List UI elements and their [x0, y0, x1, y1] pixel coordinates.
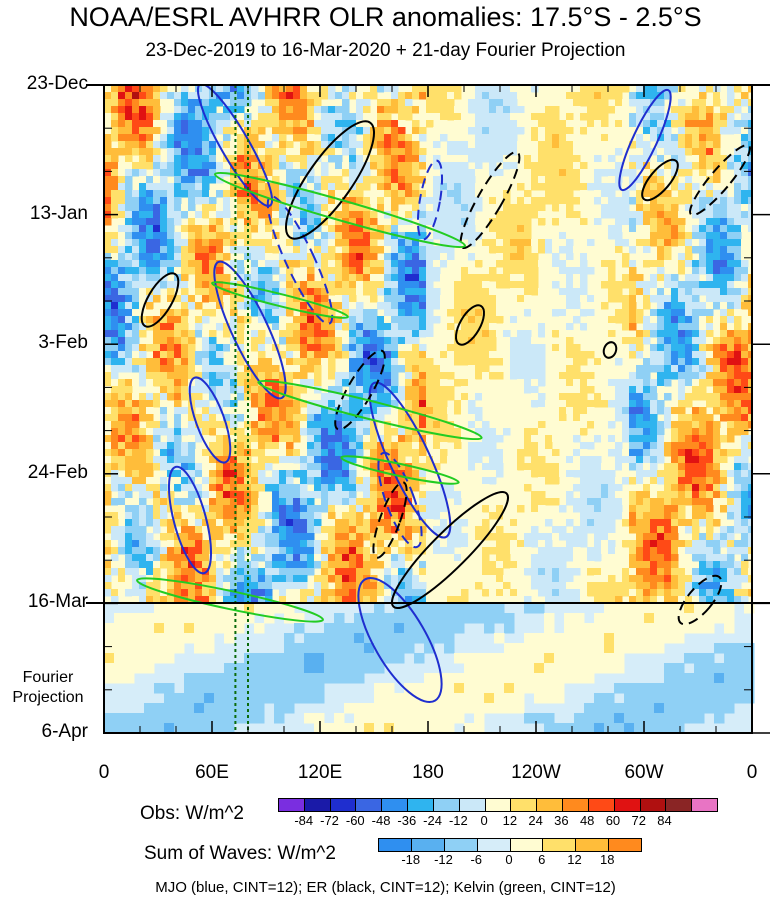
x-tick-label: 120E	[297, 762, 343, 783]
colorbar-level-label: 12	[567, 852, 582, 867]
colorbar-level-label: -48	[371, 813, 391, 828]
wave-contour	[167, 465, 213, 575]
colorbar-swatch	[576, 839, 610, 851]
wave-contour	[196, 85, 274, 208]
colorbar-swatch	[382, 799, 409, 811]
wave-contour	[416, 159, 444, 241]
wave-contour	[340, 455, 460, 485]
colorbar-level-label: -6	[470, 852, 483, 867]
fourier-projection-label: Fourier Projection	[6, 668, 90, 708]
colorbar-swatch	[477, 839, 511, 851]
colorbar-swatch	[411, 839, 445, 851]
colorbar-swatch	[692, 799, 718, 811]
colorbar-level-label: 36	[554, 813, 569, 828]
y-tick-label: 3-Feb	[38, 332, 88, 354]
y-tick-label: 24-Feb	[27, 461, 88, 483]
wave-contour	[357, 577, 443, 703]
waves-colorbar	[378, 838, 642, 852]
x-tick-label: 0	[746, 762, 758, 783]
colorbar-swatch	[563, 799, 589, 811]
colorbar-level-label: -12	[434, 852, 453, 867]
colorbar-level-label: -60	[345, 813, 365, 828]
y-tick-label: 16-Mar	[27, 591, 88, 613]
y-tick-label: 13-Jan	[29, 202, 88, 224]
colorbar-swatch	[485, 799, 512, 811]
chart-subtitle: 23-Dec-2019 to 16-Mar-2020 + 21-day Four…	[145, 40, 626, 61]
colorbar-level-label: 60	[605, 813, 621, 828]
wave-contour	[266, 195, 334, 325]
colorbar-level-label: -12	[448, 813, 468, 828]
x-tick-label: 60W	[624, 762, 664, 783]
wave-legend-footer: MJO (blue, CINT=12); ER (black, CINT=12)…	[155, 879, 616, 896]
colorbar-level-label: 12	[502, 813, 518, 828]
colorbar-swatch	[666, 799, 693, 811]
wave-contour	[372, 481, 408, 559]
colorbar-swatch	[433, 799, 460, 811]
colorbar-level-label: 0	[480, 813, 488, 828]
colorbar-level-label: 72	[631, 813, 646, 828]
wave-contour	[641, 158, 679, 202]
colorbar-swatch	[444, 839, 478, 851]
colorbar-swatch	[279, 799, 305, 811]
wave-contour	[213, 260, 287, 400]
colorbar-level-label: -84	[294, 813, 314, 828]
wave-contour	[211, 281, 349, 319]
fourier-label: Fourier	[22, 669, 74, 686]
x-tick-label: 60E	[195, 762, 229, 783]
wave-contour	[677, 574, 723, 626]
projection-label: Projection	[12, 689, 84, 706]
wave-contour	[618, 88, 672, 192]
obs-colorbar	[278, 798, 718, 812]
colorbar-level-label: 6	[538, 852, 546, 867]
colorbar-swatch	[408, 799, 434, 811]
colorbar-level-label: 18	[600, 852, 615, 867]
colorbar-level-label: 84	[657, 813, 672, 828]
y-tick-label: 23-Dec	[26, 73, 88, 94]
colorbar-swatch	[510, 839, 544, 851]
projection-wave-field	[104, 603, 755, 734]
y-tick-label: 6-Apr	[41, 721, 88, 742]
wave-contour	[368, 381, 452, 539]
x-tick-label: 120W	[511, 762, 561, 783]
colorbar-swatch	[537, 799, 564, 811]
colorbar-level-label: -24	[423, 813, 442, 828]
colorbar-level-label: 48	[579, 813, 595, 828]
wave-contour	[214, 171, 466, 249]
colorbar-swatch	[459, 799, 486, 811]
wave-contour	[455, 304, 485, 346]
colorbar-level-label: 24	[528, 813, 543, 828]
obs-colorbar-title: Obs: W/m^2	[140, 803, 244, 824]
wave-contour	[136, 577, 324, 623]
wave-contour	[391, 491, 509, 609]
colorbar-swatch	[330, 799, 357, 811]
chart-title: NOAA/ESRL AVHRR OLR anomalies: 17.5°S - …	[69, 2, 702, 32]
colorbar-swatch	[640, 799, 667, 811]
wave-contour	[459, 150, 521, 250]
wave-contour	[377, 451, 423, 549]
colorbar-swatch	[379, 839, 412, 851]
colorbar-swatch	[304, 799, 331, 811]
wave-contour	[140, 272, 180, 328]
wave-contour	[284, 120, 376, 240]
wave-contour	[334, 349, 386, 431]
colorbar-level-label: -18	[401, 852, 421, 867]
colorbar-level-label: -72	[320, 813, 339, 828]
wave-contour	[257, 379, 483, 441]
colorbar-swatch	[588, 799, 615, 811]
colorbar-swatch	[356, 799, 383, 811]
wave-contour	[188, 376, 232, 464]
x-tick-label: 180	[412, 762, 444, 783]
colorbar-level-label: -36	[397, 813, 417, 828]
colorbar-swatch	[609, 839, 641, 851]
x-tick-label: 0	[98, 762, 110, 783]
waves-colorbar-title: Sum of Waves: W/m^2	[144, 843, 336, 864]
colorbar-swatch	[543, 839, 577, 851]
colorbar-swatch	[614, 799, 641, 811]
wave-contour	[602, 341, 618, 359]
colorbar-swatch	[511, 799, 538, 811]
colorbar-level-label: 0	[505, 852, 513, 867]
